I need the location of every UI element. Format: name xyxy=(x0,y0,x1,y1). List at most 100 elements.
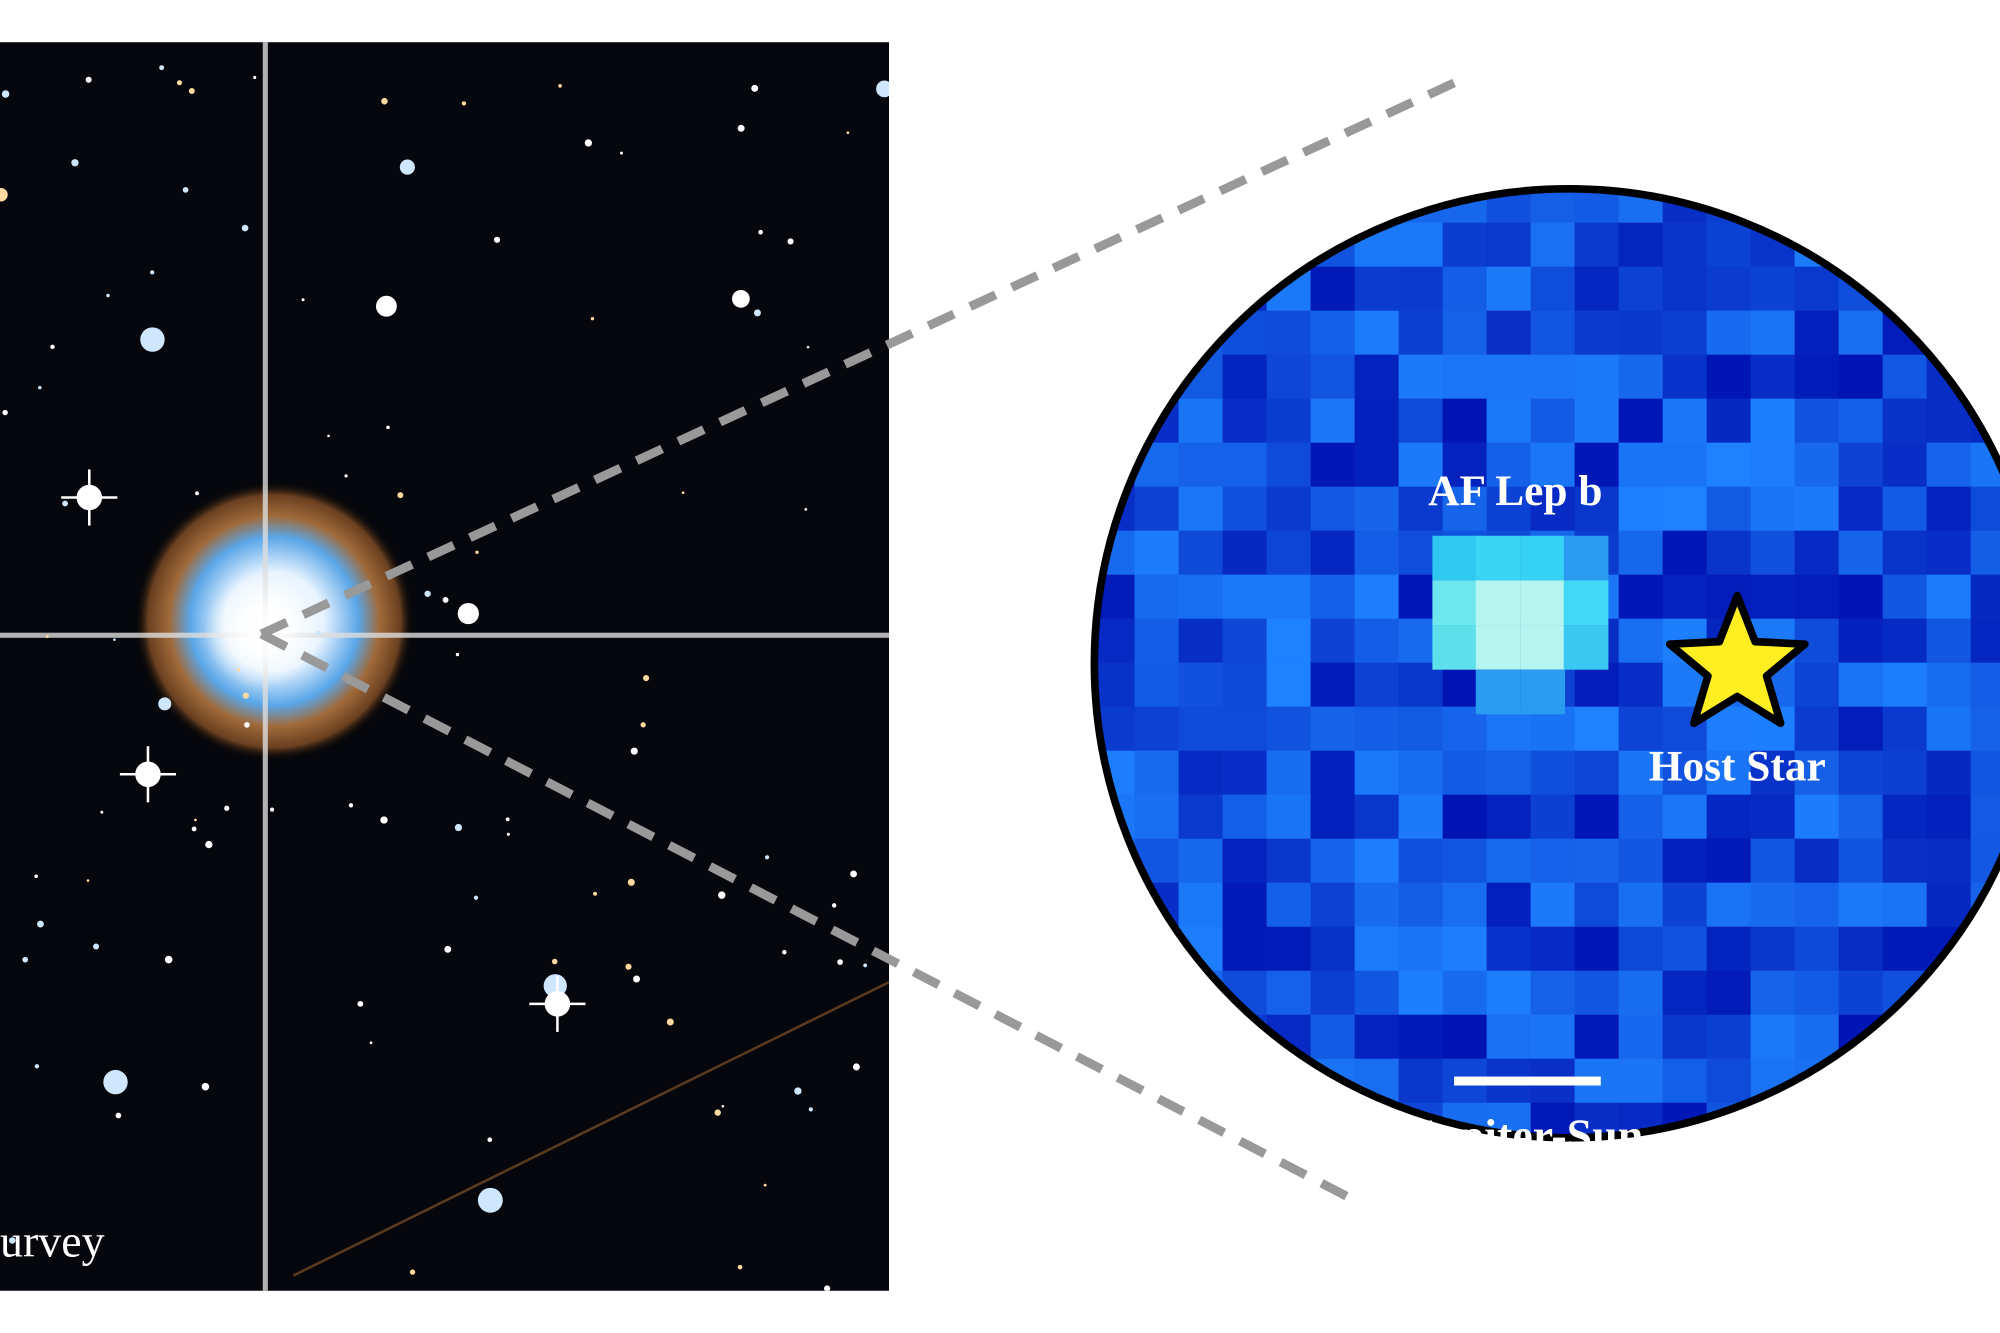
pixel xyxy=(1794,662,1840,708)
pixel xyxy=(1970,310,2000,356)
background-star xyxy=(100,810,104,814)
pixel xyxy=(1926,574,1972,620)
pixel xyxy=(1970,706,2000,752)
pixel xyxy=(1442,794,1488,840)
pixel xyxy=(1707,1147,1752,1192)
background-star xyxy=(22,956,29,963)
pixel xyxy=(1178,486,1224,532)
pixel xyxy=(1795,1147,1840,1192)
pixel xyxy=(1750,970,1796,1016)
pixel xyxy=(1310,1014,1356,1060)
pixel xyxy=(1442,750,1488,796)
pixel xyxy=(1094,266,1136,312)
background-star xyxy=(737,124,745,132)
bright-star xyxy=(544,991,571,1017)
pixel xyxy=(1266,354,1312,400)
planet-pixel xyxy=(1520,580,1566,626)
pixel xyxy=(1178,442,1224,488)
pixel xyxy=(1926,310,1972,356)
pixel xyxy=(1706,442,1752,488)
pixel xyxy=(1574,926,1620,972)
pixel xyxy=(1618,530,1664,576)
pixel xyxy=(1794,574,1840,620)
pixel xyxy=(1354,310,1400,356)
pixel xyxy=(1794,970,1840,1016)
background-star xyxy=(191,826,197,832)
pixel xyxy=(1398,266,1444,312)
pixel xyxy=(1838,1102,1884,1138)
background-star xyxy=(590,317,595,321)
background-star xyxy=(543,974,567,998)
pixel xyxy=(1926,838,1972,884)
pixel xyxy=(1135,1147,1180,1192)
planet-pixel xyxy=(1475,669,1521,715)
pixel xyxy=(1882,618,1928,664)
pixel xyxy=(1178,574,1224,620)
pixel xyxy=(1310,266,1356,312)
pixel xyxy=(1530,970,1576,1016)
pixel xyxy=(1354,706,1400,752)
background-star xyxy=(34,1064,40,1069)
pixel xyxy=(1442,1014,1488,1060)
pixel xyxy=(1618,266,1664,312)
pixel xyxy=(1530,310,1576,356)
pixel xyxy=(1442,354,1488,400)
pixel xyxy=(1706,882,1752,928)
background-star xyxy=(442,597,449,603)
pixel xyxy=(1838,838,1884,884)
background-star xyxy=(236,668,241,672)
pixel xyxy=(1574,1102,1620,1138)
pixel xyxy=(1662,530,1708,576)
pixel xyxy=(1222,882,1268,928)
pixel xyxy=(1310,530,1356,576)
pixel xyxy=(1706,794,1752,840)
pixel xyxy=(1354,486,1400,532)
jupiter-scale-label: Jupiter-Sun xyxy=(1410,1110,1643,1161)
pixel xyxy=(1706,310,1752,356)
background-star xyxy=(50,344,55,350)
pixel xyxy=(1486,266,1532,312)
pixel xyxy=(1838,882,1884,928)
pixel xyxy=(1838,618,1884,664)
pixel xyxy=(1926,1014,1972,1060)
background-star xyxy=(115,1112,122,1119)
background-star xyxy=(640,722,646,728)
pixel xyxy=(1794,750,1840,796)
pixel xyxy=(1178,398,1224,444)
pixel xyxy=(1266,442,1312,488)
pixel xyxy=(1838,222,1884,268)
pixel xyxy=(1662,750,1708,796)
pixel xyxy=(1882,1102,1928,1138)
pixel xyxy=(1178,838,1224,884)
pixel xyxy=(1134,530,1180,576)
pixel xyxy=(1398,354,1444,400)
pixel xyxy=(1574,354,1620,400)
pixel xyxy=(1882,882,1928,928)
earth-scale-label: Distance xyxy=(1862,1166,2000,1217)
background-star xyxy=(188,87,195,94)
pixel xyxy=(1794,398,1840,444)
pixel xyxy=(1354,574,1400,620)
background-star xyxy=(455,652,460,657)
pixel xyxy=(1926,530,1972,576)
pixel xyxy=(1794,530,1840,576)
pixel xyxy=(1354,188,1400,224)
pixel xyxy=(1662,1014,1708,1060)
pixel xyxy=(1530,266,1576,312)
background-star xyxy=(477,1187,503,1213)
pixel xyxy=(1442,970,1488,1016)
pixel xyxy=(1574,662,1620,708)
pixel xyxy=(1838,354,1884,400)
background-star xyxy=(787,238,794,245)
pixel xyxy=(1310,486,1356,532)
pixel xyxy=(1178,222,1224,268)
pixel xyxy=(1882,574,1928,620)
pixel xyxy=(1398,1058,1444,1104)
pixel xyxy=(1706,926,1752,972)
pixel xyxy=(1574,266,1620,312)
pixel xyxy=(1794,486,1840,532)
planet-pixel xyxy=(1432,625,1478,670)
satellite-trail xyxy=(292,981,890,1277)
background-star xyxy=(344,474,348,478)
earth-scale-bar xyxy=(1928,1076,1965,1086)
